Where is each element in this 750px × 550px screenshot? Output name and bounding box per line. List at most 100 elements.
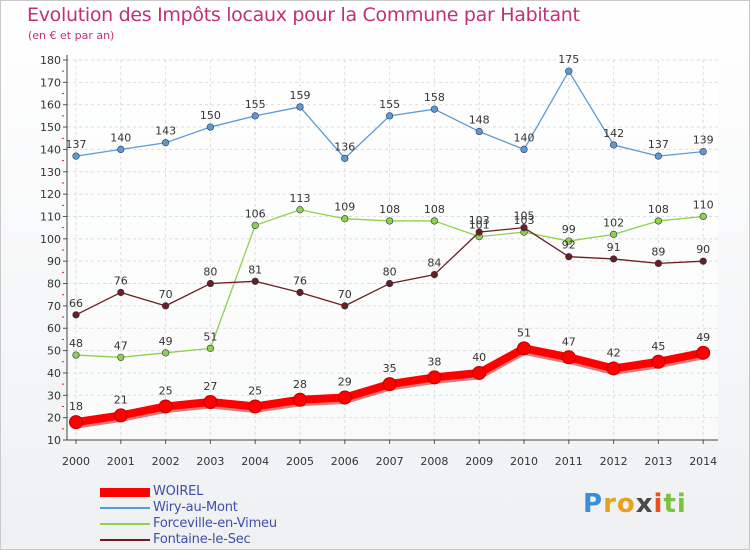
data-label-woirel: 42 [607, 346, 621, 359]
data-label-wiry-au-mont: 143 [155, 125, 176, 138]
data-label-wiry-au-mont: 155 [245, 98, 266, 111]
logo-letter: i [653, 489, 664, 519]
data-label-forceville-en-vimeu: 101 [469, 219, 490, 232]
legend-item-wiry-au-mont: Wiry-au-Mont [100, 500, 360, 516]
data-label-forceville-en-vimeu: 106 [245, 207, 266, 220]
data-label-woirel: 51 [517, 326, 531, 339]
data-point-forceville-en-vimeu [430, 217, 439, 225]
data-point-wiry-au-mont [72, 152, 80, 160]
data-label-woirel: 40 [472, 351, 486, 364]
data-label-wiry-au-mont: 150 [200, 109, 221, 122]
x-tick-label: 2014 [689, 455, 717, 468]
data-label-woirel: 29 [338, 376, 352, 389]
data-label-wiry-au-mont: 140 [514, 131, 535, 144]
data-label-woirel: 38 [427, 355, 441, 368]
data-point-forceville-en-vimeu [296, 206, 304, 214]
legend-label-fontaine-le-sec: Fontaine-le-Sec [153, 532, 251, 547]
y-tick-label: 50 [47, 345, 61, 358]
data-label-forceville-en-vimeu: 109 [334, 201, 355, 214]
logo-letter: t [663, 489, 677, 519]
data-label-woirel: 25 [248, 384, 262, 397]
data-point-woirel [472, 365, 487, 380]
data-label-woirel: 25 [159, 384, 173, 397]
data-label-wiry-au-mont: 137 [648, 138, 669, 151]
data-point-fontaine-le-sec [475, 228, 483, 236]
data-point-fontaine-le-sec [654, 259, 663, 268]
data-label-fontaine-le-sec: 70 [338, 288, 352, 301]
data-point-fontaine-le-sec [430, 270, 439, 279]
logo-letter: i [676, 489, 687, 519]
x-tick-label: 2008 [420, 455, 448, 468]
data-label-wiry-au-mont: 142 [603, 127, 624, 140]
legend: WOIREL Wiry-au-Mont Forceville-en-Vimeu … [100, 484, 360, 548]
chart-subtitle: (en € et par an) [28, 29, 115, 42]
data-point-fontaine-le-sec [251, 277, 259, 285]
x-tick-label: 2006 [331, 455, 359, 468]
data-label-fontaine-le-sec: 80 [203, 266, 217, 279]
data-point-forceville-en-vimeu [565, 237, 573, 245]
data-label-fontaine-le-sec: 92 [562, 239, 576, 252]
x-tick-label: 2003 [196, 455, 224, 468]
data-label-forceville-en-vimeu: 110 [693, 198, 714, 211]
y-tick-label: 30 [47, 389, 61, 402]
data-label-wiry-au-mont: 136 [334, 140, 355, 153]
data-point-woirel [561, 350, 576, 365]
data-point-wiry-au-mont [296, 103, 304, 111]
data-point-woirel [382, 377, 397, 392]
y-tick-label: 150 [40, 121, 61, 134]
data-label-forceville-en-vimeu: 103 [514, 214, 535, 227]
data-point-fontaine-le-sec [386, 279, 394, 288]
data-label-woirel: 47 [562, 335, 576, 348]
data-point-woirel [113, 408, 128, 423]
plot-area [67, 60, 718, 440]
data-label-fontaine-le-sec: 70 [159, 288, 173, 301]
legend-swatch-woirel [100, 488, 150, 497]
y-tick-label: 160 [40, 99, 61, 112]
y-tick-label: 60 [47, 322, 61, 335]
data-label-fontaine-le-sec: 89 [651, 245, 665, 258]
y-tick-label: 40 [47, 367, 61, 380]
legend-item-forceville-en-vimeu: Forceville-en-Vimeu [100, 516, 360, 532]
data-label-forceville-en-vimeu: 108 [648, 203, 669, 216]
y-tick-label: 100 [40, 233, 61, 246]
data-point-wiry-au-mont [654, 152, 663, 160]
data-label-forceville-en-vimeu: 49 [159, 335, 173, 348]
data-point-woirel [337, 390, 352, 405]
x-tick-label: 2011 [555, 455, 583, 468]
data-point-forceville-en-vimeu [117, 353, 125, 361]
x-tick-label: 2000 [62, 455, 90, 468]
data-label-wiry-au-mont: 159 [290, 89, 311, 102]
data-label-wiry-au-mont: 158 [424, 91, 445, 104]
y-tick-label: 80 [47, 278, 61, 291]
data-label-wiry-au-mont: 137 [66, 138, 87, 151]
data-point-woirel [427, 370, 442, 385]
y-tick-label: 120 [40, 188, 61, 201]
x-tick-label: 2005 [286, 455, 314, 468]
data-label-wiry-au-mont: 139 [693, 134, 714, 147]
data-label-forceville-en-vimeu: 108 [379, 203, 400, 216]
x-tick-label: 2004 [241, 455, 269, 468]
data-point-woirel [248, 399, 263, 414]
data-label-woirel: 21 [114, 393, 128, 406]
data-point-wiry-au-mont [341, 154, 349, 162]
data-label-forceville-en-vimeu: 47 [114, 339, 128, 352]
data-point-wiry-au-mont [206, 123, 214, 131]
data-label-wiry-au-mont: 175 [558, 53, 579, 66]
data-point-woirel [696, 345, 711, 360]
data-label-wiry-au-mont: 140 [110, 131, 131, 144]
data-point-forceville-en-vimeu [654, 217, 663, 225]
data-label-woirel: 18 [69, 400, 83, 413]
data-point-wiry-au-mont [699, 148, 707, 156]
logo-letter: P [583, 489, 604, 519]
data-point-fontaine-le-sec [520, 224, 528, 232]
data-point-wiry-au-mont [565, 67, 573, 75]
data-point-wiry-au-mont [609, 141, 618, 149]
data-point-fontaine-le-sec [72, 311, 80, 319]
y-tick-label: 70 [47, 300, 61, 313]
data-point-woirel [203, 395, 218, 409]
proxiti-logo: Proxiti [583, 489, 687, 519]
y-tick-label: 140 [40, 143, 61, 156]
data-label-forceville-en-vimeu: 113 [290, 192, 311, 205]
y-tick-label: 170 [40, 76, 61, 89]
data-point-fontaine-le-sec [609, 255, 618, 263]
